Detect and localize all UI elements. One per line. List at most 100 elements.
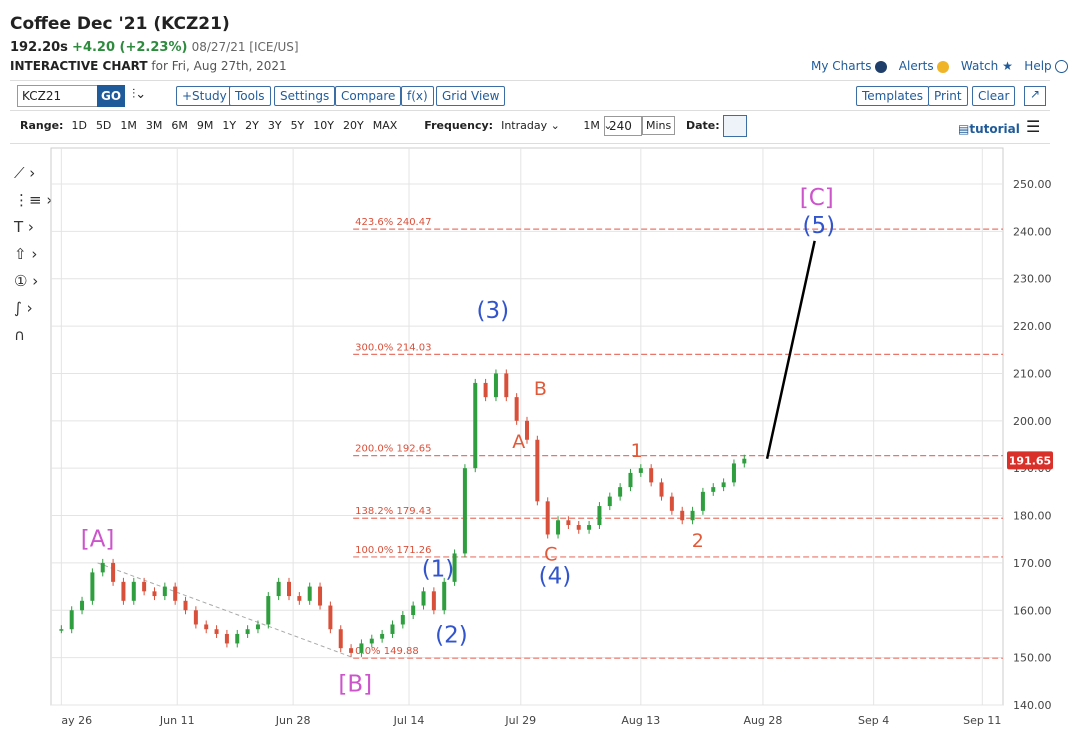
x-tick-label: Sep 11: [963, 714, 1001, 727]
range-option[interactable]: 20Y: [343, 119, 364, 132]
candle: [659, 482, 664, 497]
candle: [535, 439, 540, 502]
link[interactable]: Help: [1024, 59, 1052, 73]
toolbar-button[interactable]: Tools: [229, 86, 271, 106]
candle: [173, 586, 178, 601]
y-tick-label: 240.00: [1013, 225, 1052, 238]
x-tick-label: ay 26: [61, 714, 92, 727]
subtitle: INTERACTIVE CHART: [10, 59, 148, 73]
icon: ★: [1002, 59, 1013, 73]
toolbar-button[interactable]: Grid View: [436, 86, 506, 106]
candle: [390, 624, 395, 634]
toolbar-button[interactable]: Clear: [972, 86, 1016, 106]
menu-icon[interactable]: ☰: [1026, 117, 1041, 136]
x-tick-label: Jun 28: [275, 714, 311, 727]
range-option[interactable]: MAX: [372, 119, 398, 132]
link[interactable]: Alerts: [898, 59, 934, 73]
icon: [937, 60, 950, 73]
tool[interactable]: ⇧ ›: [14, 245, 38, 263]
toolbar-button[interactable]: Compare: [335, 86, 402, 106]
candle: [473, 382, 478, 469]
candle: [121, 581, 126, 601]
expand-button[interactable]: ↗: [1024, 86, 1046, 106]
go-button[interactable]: GO: [97, 85, 125, 107]
candle: [628, 472, 633, 488]
candle: [193, 610, 198, 625]
candle: [307, 586, 312, 601]
candle: [731, 463, 736, 483]
wave-label: (3): [477, 298, 510, 324]
y-tick-label: 250.00: [1013, 178, 1052, 191]
candle: [224, 633, 229, 644]
x-tick-label: Sep 4: [858, 714, 889, 727]
minutes-input[interactable]: 240: [604, 116, 642, 136]
tool[interactable]: ∩: [14, 326, 25, 344]
range-option[interactable]: 5D: [95, 119, 112, 132]
tutorial[interactable]: tutorial: [969, 122, 1020, 136]
price: 192.20s: [10, 40, 68, 55]
candle: [131, 581, 136, 601]
range-option[interactable]: 10Y: [313, 119, 334, 132]
interval[interactable]: 1M: [583, 119, 600, 132]
top-links: My Charts Alerts Watch ★ Help: [811, 59, 1069, 73]
candle: [597, 506, 602, 526]
candle: [59, 629, 64, 631]
subtitle-row: INTERACTIVE CHART for Fri, Aug 27th, 202…: [10, 59, 287, 73]
tool[interactable]: ⟋ ›: [14, 164, 36, 182]
candle: [504, 373, 509, 398]
y-tick-label: 160.00: [1013, 604, 1052, 617]
range-label: Range:: [20, 119, 64, 132]
candle: [400, 615, 405, 625]
wave-label: 1: [631, 440, 643, 462]
wave-label: 2: [692, 530, 704, 552]
range-option[interactable]: 2Y: [245, 119, 259, 132]
toolbar-button[interactable]: f(x): [401, 86, 434, 106]
candle: [80, 600, 85, 611]
range-option[interactable]: 3Y: [267, 119, 282, 132]
y-tick-label: 200.00: [1013, 415, 1052, 428]
candle: [431, 591, 436, 611]
link[interactable]: Watch: [960, 59, 999, 73]
candle: [204, 624, 209, 630]
candle: [152, 591, 157, 597]
fib-label: 0.0% 149.88: [355, 646, 419, 657]
candle: [545, 501, 550, 535]
range-option[interactable]: 6M: [171, 119, 188, 132]
range-option[interactable]: 1M: [120, 119, 137, 132]
range-option[interactable]: 9M: [196, 119, 214, 132]
divider: [10, 80, 1050, 81]
candle: [411, 605, 416, 616]
candle: [349, 648, 354, 653]
chart-type-icon[interactable]: ⫶⌄: [132, 87, 147, 102]
tutorial-link[interactable]: ▤tutorial: [958, 122, 1020, 136]
range-option[interactable]: 1D: [71, 119, 87, 132]
toolbar-button[interactable]: Settings: [274, 86, 336, 106]
tool[interactable]: ① ›: [14, 272, 39, 290]
calendar-button[interactable]: [723, 115, 747, 137]
wave-label: (2): [435, 622, 468, 648]
frequency[interactable]: Intraday: [501, 119, 548, 132]
minutes-unit: Mins: [642, 116, 676, 135]
tool[interactable]: ⋮≡ ›: [14, 191, 53, 209]
candle: [100, 562, 105, 573]
candle: [442, 581, 447, 611]
range-option[interactable]: 1Y: [222, 119, 237, 132]
toolbar-button[interactable]: +Study: [176, 86, 233, 106]
quote-date: 08/27/21 [ICE/US]: [191, 40, 299, 54]
range-option[interactable]: 5Y: [290, 119, 305, 132]
trend-line: [97, 562, 354, 659]
last-price-label: 191.65: [1009, 454, 1051, 467]
range-option[interactable]: 3M: [145, 119, 163, 132]
candle: [183, 600, 188, 611]
toolbar-button[interactable]: Print: [928, 86, 968, 106]
change: +4.20 (+2.23%): [72, 40, 188, 55]
drawing-tools: ⟋ › ⋮≡ › T › ⇧ › ① › ∫ › ∩: [14, 160, 52, 349]
candle: [607, 496, 612, 507]
candle: [245, 629, 250, 634]
candle: [214, 629, 219, 634]
tool[interactable]: ∫ ›: [14, 299, 33, 317]
link[interactable]: My Charts: [811, 59, 872, 73]
tool[interactable]: T ›: [14, 218, 34, 236]
